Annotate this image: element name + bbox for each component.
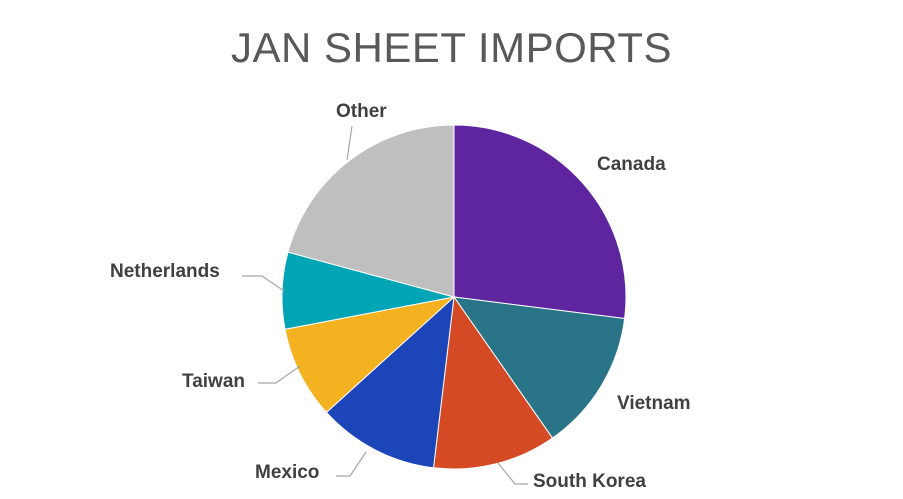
leader-line-other	[346, 125, 353, 161]
pie-slice-mexico	[325, 295, 455, 469]
pie-slice-canada	[453, 124, 627, 320]
leader-line-south-korea	[497, 462, 528, 485]
data-label-vietnam: Vietnam	[617, 393, 691, 414]
data-label-netherlands: Netherlands	[110, 261, 220, 282]
pie-slice-vietnam	[452, 296, 626, 439]
leader-line-taiwan	[258, 365, 301, 384]
data-label-south-korea: South Korea	[533, 471, 646, 492]
data-label-taiwan: Taiwan	[182, 371, 245, 392]
leader-line-mexico	[336, 451, 367, 477]
chart-title: JAN SHEET IMPORTS	[230, 24, 673, 71]
data-label-other: Other	[336, 101, 387, 122]
data-label-mexico: Mexico	[255, 462, 319, 483]
pie-slice-south-korea	[432, 295, 554, 470]
leader-line-netherlands	[242, 275, 285, 292]
data-label-canada: Canada	[597, 154, 666, 175]
pie-slice-other	[287, 124, 455, 298]
pie-slice-taiwan	[284, 296, 456, 414]
